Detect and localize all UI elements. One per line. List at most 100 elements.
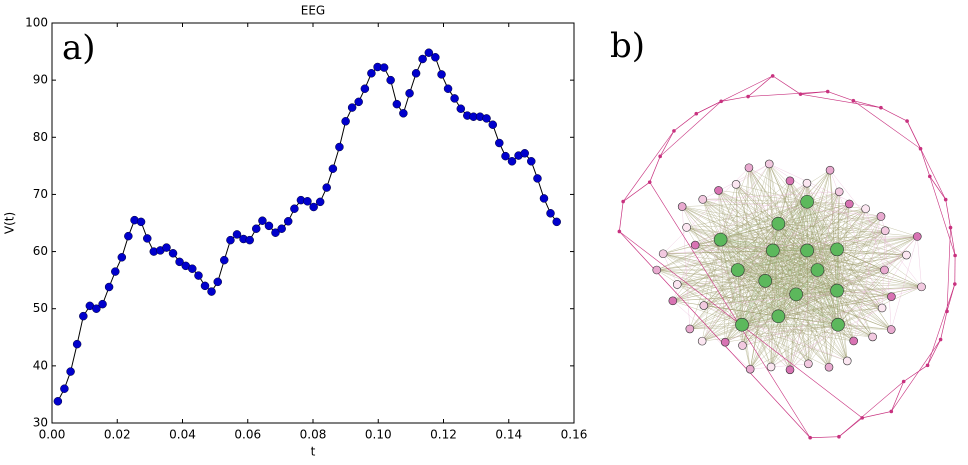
data-point — [489, 121, 497, 129]
node — [944, 198, 948, 202]
node — [832, 318, 845, 331]
x-tick-label: 0.10 — [365, 428, 392, 442]
edge — [928, 340, 941, 366]
node — [949, 226, 953, 230]
edge — [930, 176, 955, 255]
node — [801, 195, 814, 208]
node — [719, 100, 723, 104]
edge — [928, 284, 955, 365]
node — [732, 180, 740, 188]
node — [673, 280, 681, 288]
data-point — [316, 198, 324, 206]
data-point — [54, 397, 62, 405]
node — [715, 186, 723, 194]
data-point — [451, 94, 459, 102]
node — [905, 119, 909, 123]
edge — [808, 325, 838, 364]
panel-label: a) — [62, 28, 96, 68]
data-point — [412, 69, 420, 77]
data-point — [246, 236, 254, 244]
node — [621, 200, 625, 204]
data-point — [399, 109, 407, 117]
node — [831, 243, 844, 256]
node — [877, 212, 885, 220]
edge — [907, 121, 946, 200]
node — [698, 337, 706, 345]
node — [926, 364, 930, 368]
data-point — [163, 244, 171, 252]
edge — [853, 101, 881, 108]
node — [672, 129, 676, 133]
node — [826, 166, 834, 174]
data-point — [137, 218, 145, 226]
node — [767, 363, 775, 371]
node — [772, 217, 785, 230]
data-point — [303, 197, 311, 205]
x-tick-label: 0.00 — [39, 428, 66, 442]
node — [669, 297, 677, 305]
y-tick-label: 50 — [33, 301, 48, 315]
data-point — [348, 104, 356, 112]
node — [918, 283, 926, 291]
node — [919, 147, 923, 151]
data-point — [143, 234, 151, 242]
data-point — [99, 300, 107, 308]
node — [799, 92, 803, 96]
data-point — [355, 98, 363, 106]
edge — [839, 418, 862, 437]
plot-frame — [52, 23, 574, 423]
data-point — [342, 117, 350, 125]
data-point — [406, 89, 414, 97]
data-point — [118, 253, 126, 261]
y-tick-label: 60 — [33, 244, 48, 258]
node — [869, 333, 877, 341]
data-point — [226, 236, 234, 244]
node — [902, 380, 906, 384]
node — [825, 363, 833, 371]
edge — [696, 76, 772, 114]
node — [928, 175, 932, 179]
data-point — [290, 205, 298, 213]
x-tick-label: 0.14 — [495, 428, 522, 442]
node — [879, 106, 883, 110]
edge — [660, 131, 674, 156]
data-point — [438, 70, 446, 78]
node — [845, 200, 853, 208]
data-point — [553, 218, 561, 226]
edge — [881, 108, 907, 121]
data-point — [220, 256, 228, 264]
data-point — [323, 184, 331, 192]
node — [691, 241, 699, 249]
node — [850, 337, 858, 345]
node — [801, 244, 814, 257]
node — [618, 230, 622, 234]
node — [790, 288, 803, 301]
node — [826, 90, 830, 94]
data-point — [252, 225, 260, 233]
node — [731, 264, 744, 277]
edge — [946, 200, 951, 228]
data-point — [393, 100, 401, 108]
data-point — [73, 340, 81, 348]
edge — [830, 170, 921, 287]
data-point — [527, 157, 535, 165]
data-point — [105, 283, 113, 291]
node — [887, 326, 895, 334]
data-point — [547, 209, 555, 217]
edge — [810, 437, 839, 438]
node — [683, 223, 691, 231]
x-tick-label: 0.08 — [300, 428, 327, 442]
node — [659, 250, 667, 258]
node — [745, 164, 753, 172]
data-point — [444, 85, 452, 93]
panel-label: b) — [610, 26, 645, 66]
node — [746, 95, 750, 99]
node — [913, 232, 921, 240]
edge — [904, 365, 928, 381]
node — [831, 284, 844, 297]
node — [714, 233, 727, 246]
node — [902, 251, 910, 259]
edge — [941, 311, 947, 339]
y-tick-label: 90 — [33, 73, 48, 87]
